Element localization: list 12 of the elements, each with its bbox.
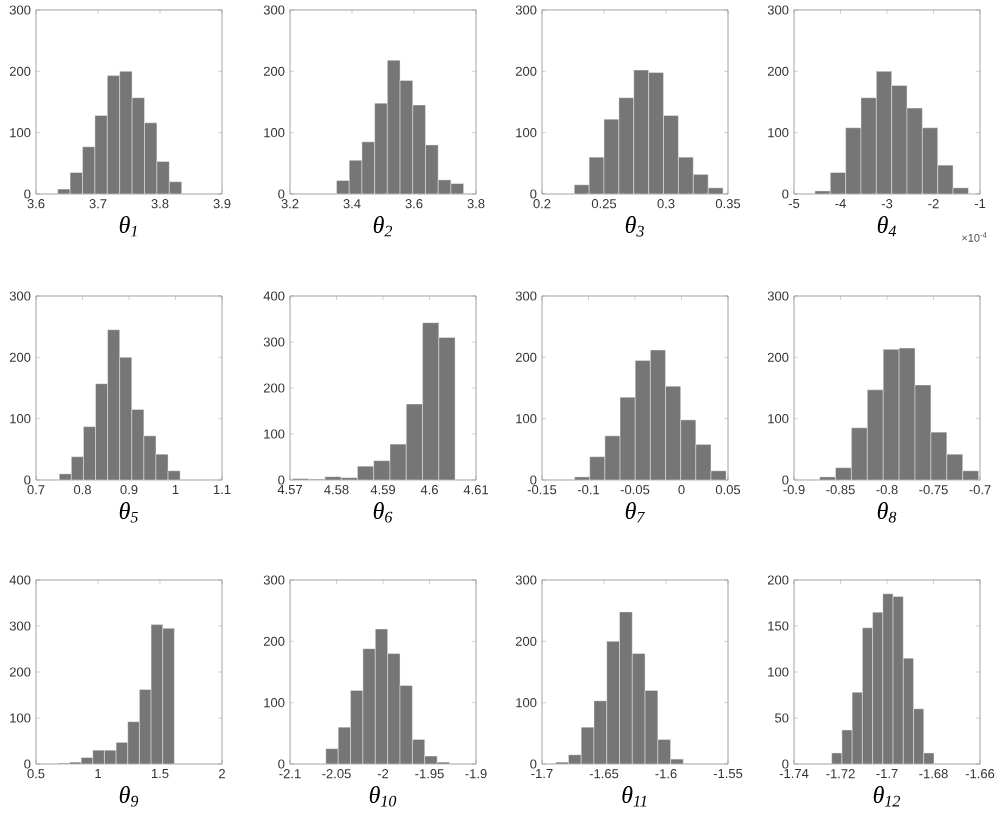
x-axis-title: θ$_{9}$	[119, 786, 139, 807]
x-axis-title: θ$_{5}$	[119, 502, 138, 523]
x-axis-title: θ$_{3}$	[625, 215, 644, 237]
x-axis-title: θ$_{6}$	[373, 502, 393, 523]
x-axis-title: θ$_{10}$	[369, 786, 397, 807]
x-axis-title: θ$_{4}$	[877, 215, 897, 237]
x-axis-title: θ$_{12}$	[873, 786, 901, 807]
x-axis-title: θ$_{2}$	[373, 215, 393, 237]
x-axis-title: θ$_{1}$	[119, 215, 137, 237]
x-axis-title: θ$_{7}$	[625, 502, 645, 523]
x-axis-title: θ$_{8}$	[877, 502, 897, 523]
x-axis-title: θ$_{11}$	[622, 786, 647, 807]
